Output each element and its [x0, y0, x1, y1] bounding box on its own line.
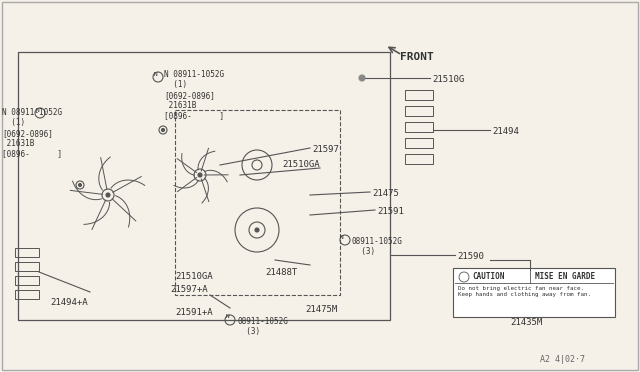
Text: 21597+A: 21597+A [170, 285, 207, 294]
Circle shape [161, 128, 164, 131]
Text: 21475M: 21475M [305, 305, 337, 314]
Bar [405, 138, 433, 148]
Bar [405, 154, 433, 164]
Bar [15, 290, 39, 299]
Text: N 08911-1052G
  (1)
[0692-0896]
 21631B
[0896-      ]: N 08911-1052G (1) [0692-0896] 21631B [08… [2, 108, 62, 158]
Bar [15, 276, 39, 285]
Circle shape [106, 193, 110, 197]
Text: 08911-1052G
  (3): 08911-1052G (3) [352, 237, 403, 256]
Text: N: N [153, 71, 157, 77]
Text: 21590: 21590 [457, 252, 484, 261]
Text: 21475: 21475 [372, 189, 399, 198]
Text: N: N [35, 108, 39, 112]
Bar [15, 262, 39, 271]
Text: A2 4|02·7: A2 4|02·7 [540, 355, 585, 364]
Text: 21488T: 21488T [265, 268, 297, 277]
Text: 21510G: 21510G [432, 75, 464, 84]
Text: 21510GA: 21510GA [175, 272, 212, 281]
Circle shape [359, 75, 365, 81]
Circle shape [79, 183, 81, 186]
Bar [15, 248, 39, 257]
Text: 21591: 21591 [377, 207, 404, 216]
Text: 21435M: 21435M [510, 318, 542, 327]
Text: CAUTION: CAUTION [472, 272, 504, 281]
Text: 21510GA: 21510GA [282, 160, 319, 169]
Text: 21591+A: 21591+A [175, 308, 212, 317]
Bar [405, 90, 433, 100]
Bar [405, 122, 433, 132]
Text: 21597: 21597 [312, 145, 339, 154]
Text: N: N [340, 234, 344, 240]
FancyBboxPatch shape [453, 268, 615, 317]
Text: MISE EN GARDE: MISE EN GARDE [535, 272, 595, 281]
Text: N: N [225, 314, 229, 320]
Text: 08911-1052G
  (3): 08911-1052G (3) [237, 317, 288, 336]
Bar [405, 106, 433, 116]
Text: 21494+A: 21494+A [50, 298, 88, 307]
Text: 21494: 21494 [492, 127, 519, 136]
Circle shape [198, 173, 202, 177]
Text: N 08911-1052G
  (1)
[0692-0896]
 21631B
[0896-      ]: N 08911-1052G (1) [0692-0896] 21631B [08… [164, 70, 224, 121]
Text: FRONT: FRONT [400, 52, 434, 62]
Text: Do not bring electric fan near face.
Keep hands and clothing away from fan.: Do not bring electric fan near face. Kee… [458, 286, 591, 297]
Circle shape [255, 228, 259, 232]
